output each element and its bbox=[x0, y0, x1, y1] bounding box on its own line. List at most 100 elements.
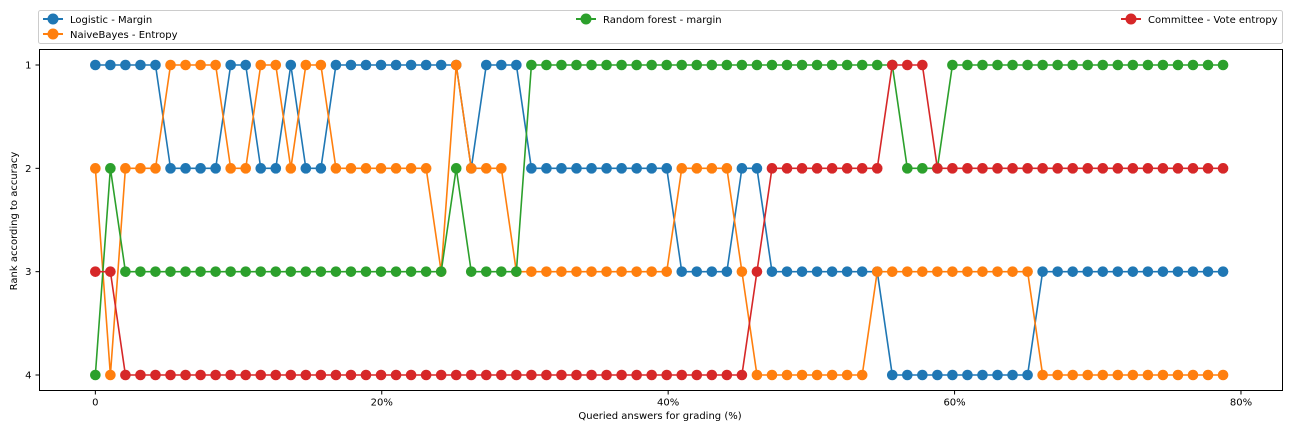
legend-swatch-marker bbox=[1125, 13, 1137, 25]
data-point bbox=[180, 266, 191, 277]
data-point bbox=[947, 163, 958, 174]
data-point bbox=[962, 163, 973, 174]
data-point bbox=[947, 266, 958, 277]
data-point bbox=[977, 59, 988, 71]
data-point bbox=[736, 369, 748, 381]
data-point bbox=[135, 59, 146, 71]
data-point bbox=[120, 369, 131, 381]
data-point bbox=[541, 266, 552, 277]
data-point bbox=[571, 163, 582, 174]
data-point bbox=[691, 163, 703, 174]
data-point bbox=[1097, 266, 1109, 277]
data-point bbox=[405, 59, 417, 71]
data-point bbox=[541, 369, 552, 381]
data-point bbox=[751, 59, 763, 71]
data-point bbox=[676, 369, 688, 381]
data-point bbox=[270, 369, 282, 381]
data-point bbox=[1157, 369, 1169, 381]
data-point bbox=[270, 163, 282, 174]
data-point bbox=[180, 369, 191, 381]
data-point bbox=[661, 163, 673, 174]
data-point bbox=[360, 369, 372, 381]
data-point bbox=[135, 369, 146, 381]
data-point bbox=[796, 369, 808, 381]
data-point bbox=[781, 369, 793, 381]
data-point bbox=[691, 59, 703, 71]
legend-box bbox=[38, 10, 1283, 44]
data-point bbox=[661, 266, 673, 277]
data-point bbox=[601, 163, 612, 174]
data-point bbox=[1217, 369, 1229, 381]
data-point bbox=[330, 369, 342, 381]
data-point bbox=[135, 266, 146, 277]
data-point bbox=[751, 369, 763, 381]
data-point bbox=[781, 163, 793, 174]
data-point bbox=[841, 266, 853, 277]
data-point bbox=[240, 59, 252, 71]
data-point bbox=[601, 266, 612, 277]
data-point bbox=[1022, 59, 1033, 71]
data-point bbox=[886, 59, 898, 71]
data-point bbox=[210, 369, 221, 381]
data-point bbox=[826, 369, 838, 381]
data-point bbox=[1127, 163, 1139, 174]
series-layer bbox=[90, 59, 1229, 381]
data-point bbox=[450, 369, 462, 381]
data-point bbox=[1022, 163, 1033, 174]
data-point bbox=[932, 369, 943, 381]
series-line bbox=[95, 64, 1224, 376]
data-point bbox=[465, 266, 477, 277]
data-point bbox=[1022, 369, 1033, 381]
data-point bbox=[706, 266, 718, 277]
data-point bbox=[285, 266, 297, 277]
data-point bbox=[255, 266, 267, 277]
legend: Logistic - Margin NaiveBayes - Entropy R… bbox=[43, 13, 1278, 41]
data-point bbox=[962, 369, 973, 381]
data-point bbox=[902, 369, 913, 381]
data-point bbox=[240, 266, 252, 277]
data-point bbox=[1127, 369, 1139, 381]
data-point bbox=[1112, 163, 1124, 174]
data-point bbox=[90, 163, 101, 174]
legend-label: Committee - Vote entropy bbox=[1148, 15, 1278, 26]
data-point bbox=[390, 163, 402, 174]
data-point bbox=[631, 266, 642, 277]
data-point bbox=[962, 59, 973, 71]
data-point bbox=[1142, 59, 1154, 71]
data-point bbox=[661, 369, 673, 381]
data-point bbox=[932, 163, 943, 174]
data-point bbox=[255, 369, 267, 381]
data-point bbox=[165, 266, 176, 277]
data-point bbox=[496, 266, 507, 277]
data-point bbox=[1097, 59, 1109, 71]
data-point bbox=[902, 266, 913, 277]
data-point bbox=[721, 369, 733, 381]
data-point bbox=[210, 266, 221, 277]
data-point bbox=[120, 266, 131, 277]
data-point bbox=[902, 163, 913, 174]
data-point bbox=[120, 163, 131, 174]
data-point bbox=[691, 266, 703, 277]
data-point bbox=[90, 369, 101, 381]
data-point bbox=[826, 163, 838, 174]
data-point bbox=[977, 369, 988, 381]
data-point bbox=[826, 266, 838, 277]
data-point bbox=[300, 369, 312, 381]
data-point bbox=[811, 266, 823, 277]
data-point bbox=[1172, 266, 1184, 277]
data-point bbox=[571, 266, 582, 277]
data-point bbox=[691, 369, 703, 381]
data-point bbox=[465, 369, 477, 381]
data-point bbox=[1067, 266, 1079, 277]
data-point bbox=[1172, 163, 1184, 174]
data-point bbox=[526, 59, 537, 71]
data-point bbox=[360, 266, 372, 277]
data-point bbox=[992, 266, 1003, 277]
data-point bbox=[631, 369, 642, 381]
data-point bbox=[420, 369, 432, 381]
data-point bbox=[150, 59, 161, 71]
data-point bbox=[450, 163, 462, 174]
data-point bbox=[480, 163, 492, 174]
x-tick-label: 0 bbox=[92, 398, 98, 409]
